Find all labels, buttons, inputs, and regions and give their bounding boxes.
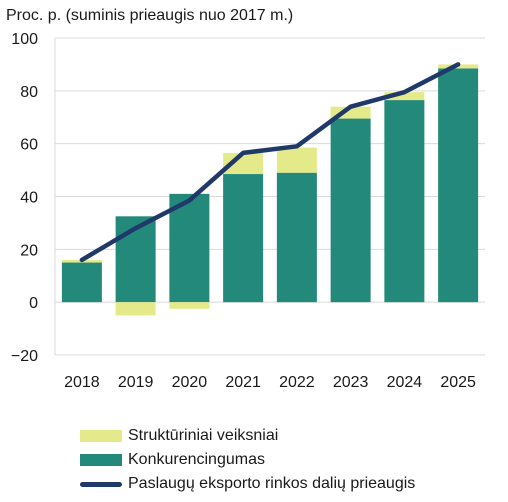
bar-competitiveness xyxy=(330,118,371,303)
bar-competitiveness xyxy=(223,174,264,303)
x-tick-label: 2022 xyxy=(279,374,315,391)
legend-item-competitiveness: Konkurencingumas xyxy=(80,448,415,472)
y-tick-label: −20 xyxy=(11,348,38,365)
y-tick-label: 60 xyxy=(20,137,38,154)
legend-label-structural: Struktūriniai veiksniai xyxy=(128,427,279,444)
bar-structural xyxy=(169,302,210,309)
x-tick-label: 2021 xyxy=(225,374,261,391)
x-tick-label: 2025 xyxy=(440,374,476,391)
x-tick-label: 2024 xyxy=(387,374,423,391)
x-ticks: 2018 2019 2020 2021 2022 2023 2024 2025 xyxy=(64,374,476,391)
y-ticks: −20 0 20 40 60 80 100 xyxy=(11,31,38,365)
y-tick-label: 40 xyxy=(20,190,38,207)
legend-swatch-market-share xyxy=(80,481,122,487)
x-tick-label: 2019 xyxy=(118,374,154,391)
y-tick-label: 20 xyxy=(20,242,38,259)
y-tick-label: 0 xyxy=(29,295,38,312)
legend-item-structural: Struktūriniai veiksniai xyxy=(80,424,415,448)
bar-competitiveness xyxy=(276,172,317,303)
bar-competitiveness xyxy=(384,100,425,303)
bar-structural xyxy=(115,302,156,316)
bar-structural xyxy=(384,92,425,101)
legend-item-market-share: Paslaugų eksporto rinkos dalių prieaugis xyxy=(80,472,415,496)
y-tick-label: 100 xyxy=(11,31,38,48)
chart: Proc. p. (suminis prieaugis nuo 2017 m.)… xyxy=(6,7,485,391)
x-tick-label: 2018 xyxy=(64,374,100,391)
bar-competitiveness xyxy=(169,193,210,303)
y-axis-label: Proc. p. (suminis prieaugis nuo 2017 m.) xyxy=(6,7,293,24)
legend-swatch-competitiveness xyxy=(80,454,122,466)
bars xyxy=(61,64,479,316)
legend-swatch-structural xyxy=(80,430,122,442)
bar-structural xyxy=(276,147,317,173)
bar-structural xyxy=(223,152,264,175)
legend-label-competitiveness: Konkurencingumas xyxy=(128,451,265,468)
legend-label-market-share: Paslaugų eksporto rinkos dalių prieaugis xyxy=(128,475,416,492)
x-tick-label: 2023 xyxy=(333,374,369,391)
series-line xyxy=(79,62,461,263)
y-tick-label: 80 xyxy=(20,84,38,101)
bar-structural xyxy=(330,106,371,119)
x-tick-label: 2020 xyxy=(172,374,208,391)
bar-competitiveness xyxy=(61,262,102,303)
bar-competitiveness xyxy=(438,68,479,303)
legend: Struktūriniai veiksniai Konkurencingumas… xyxy=(80,424,415,496)
line-market-share xyxy=(79,62,461,263)
